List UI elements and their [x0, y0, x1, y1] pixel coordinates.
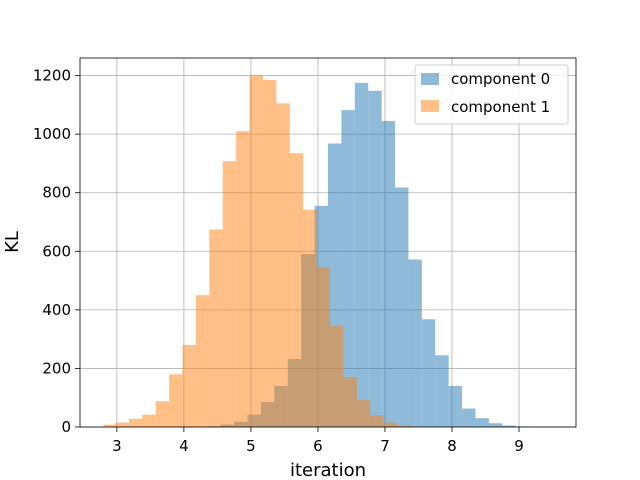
histogram-bar-component-0 [421, 319, 436, 427]
histogram-bars [103, 75, 543, 428]
legend-frame [414, 64, 569, 125]
histogram-bar-component-1 [209, 229, 223, 427]
plot-frame [79, 57, 577, 428]
histogram-bar-component-0 [475, 418, 489, 427]
histogram-bar-component-1 [222, 161, 237, 428]
y-tick-label: 0 [61, 418, 71, 436]
legend: component 0 component 1 [414, 64, 569, 125]
y-tick-label: 600 [42, 242, 71, 260]
axis-ticks: 3 4 5 6 7 8 9 0 200 400 600 800 1000 1200 [33, 67, 524, 455]
histogram-bar-component-0 [448, 386, 463, 427]
legend-label-component-1: component 1 [451, 98, 550, 116]
histogram-bar-component-1 [262, 79, 277, 427]
x-tick-label: 3 [112, 437, 122, 455]
histogram-bar-component-1 [397, 425, 411, 427]
histogram-bar-component-1 [249, 75, 263, 428]
x-tick-label: 7 [380, 437, 390, 455]
legend-swatch-component-1 [421, 100, 439, 112]
histogram-bar-component-1 [195, 295, 210, 427]
histogram-bar-component-0 [502, 425, 516, 427]
x-tick-label: 5 [246, 437, 256, 455]
y-axis-title: KL [2, 231, 23, 253]
histogram-bar-component-1 [303, 209, 317, 427]
histogram-bar-component-0 [408, 259, 422, 427]
histogram-bar-component-1 [236, 131, 250, 427]
histogram-bar-component-1 [356, 400, 371, 427]
y-tick-label: 400 [42, 301, 71, 319]
histogram-bar-component-1 [142, 414, 156, 427]
histogram-bar-component-0 [341, 110, 355, 427]
histogram-bar-component-1 [343, 377, 357, 427]
histogram-bar-component-1 [182, 345, 196, 427]
legend-label-component-0: component 0 [451, 70, 550, 88]
histogram-bar-component-0 [354, 82, 369, 428]
x-tick-label: 4 [179, 437, 189, 455]
histogram-bar-component-1 [276, 103, 290, 428]
x-tick-label: 6 [313, 437, 323, 455]
x-axis-title: iteration [290, 460, 366, 480]
legend-swatch-component-0 [421, 73, 439, 85]
histogram-bar-component-1 [115, 422, 129, 427]
histogram-bar-component-0 [488, 423, 503, 427]
x-tick-label: 9 [514, 437, 524, 455]
histogram-bar-component-0 [395, 187, 409, 427]
histogram-bar-component-1 [103, 424, 116, 427]
histogram-bar-component-1 [370, 415, 384, 427]
histogram-bar-component-1 [316, 267, 331, 427]
histogram-bar-component-0 [435, 355, 449, 427]
x-tick-label: 8 [447, 437, 457, 455]
histogram-bar-component-0 [368, 90, 382, 428]
histogram-bar-component-1 [169, 374, 183, 427]
histogram-bar-component-1 [330, 325, 344, 427]
histogram-bar-component-0 [381, 120, 396, 427]
histogram-bar-component-1 [155, 401, 170, 427]
y-tick-label: 1000 [33, 125, 71, 143]
histogram-bar-component-1 [383, 422, 398, 427]
histogram-bar-component-1 [128, 418, 143, 427]
histogram-bar-component-0 [462, 408, 476, 427]
y-tick-label: 1200 [33, 67, 71, 85]
histogram-bar-component-1 [289, 153, 304, 427]
y-tick-label: 800 [42, 184, 71, 202]
y-tick-label: 200 [42, 359, 71, 377]
